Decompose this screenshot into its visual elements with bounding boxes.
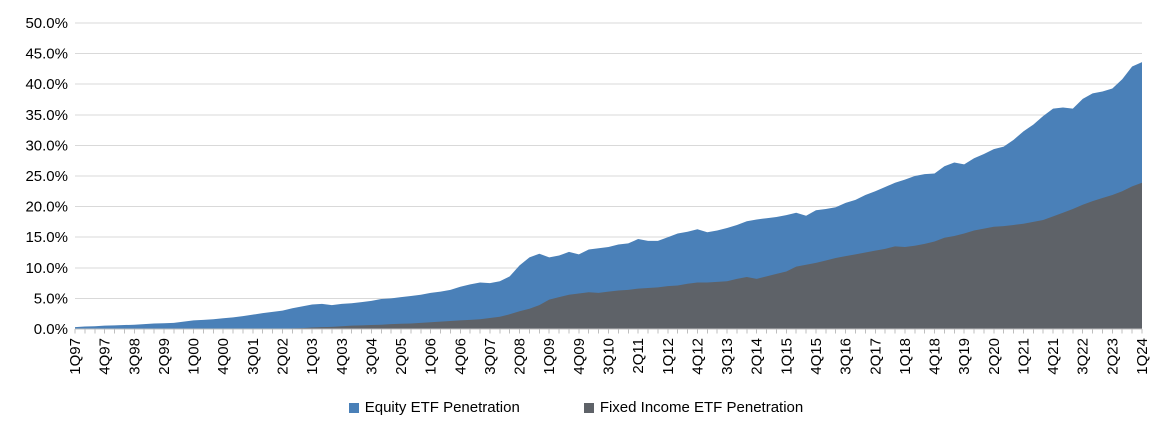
gridlines xyxy=(75,22,1142,299)
svg-text:2Q05: 2Q05 xyxy=(393,338,410,375)
svg-text:35.0%: 35.0% xyxy=(25,107,68,124)
svg-text:3Q07: 3Q07 xyxy=(482,338,499,375)
svg-text:3Q98: 3Q98 xyxy=(126,338,143,375)
equity-legend-label: Equity ETF Penetration xyxy=(364,399,520,416)
svg-text:1Q00: 1Q00 xyxy=(186,338,203,375)
legend-item-fixed-income: Fixed Income ETF Penetration xyxy=(583,399,804,416)
fixed-income-legend-label: Fixed Income ETF Penetration xyxy=(599,399,804,416)
svg-text:2Q14: 2Q14 xyxy=(749,338,766,375)
svg-text:3Q10: 3Q10 xyxy=(601,338,618,375)
svg-text:4Q21: 4Q21 xyxy=(1045,338,1062,375)
svg-text:3Q16: 3Q16 xyxy=(838,338,855,375)
fixed-income-legend-swatch-icon xyxy=(583,402,594,413)
y-axis-labels: 0.0% 5.0% 10.0% 15.0% 20.0% 25.0% 30.0% 35.0% 40… xyxy=(25,15,68,338)
fixed-income-area xyxy=(75,182,1142,329)
svg-text:25.0%: 25.0% xyxy=(25,168,68,185)
svg-text:2Q11: 2Q11 xyxy=(630,338,647,374)
equity-legend-swatch-icon xyxy=(348,402,359,413)
svg-text:3Q13: 3Q13 xyxy=(719,338,736,375)
svg-text:4Q06: 4Q06 xyxy=(452,338,469,375)
svg-text:4Q09: 4Q09 xyxy=(571,338,588,375)
svg-text:0.0%: 0.0% xyxy=(34,321,68,338)
svg-text:30.0%: 30.0% xyxy=(25,137,68,154)
svg-text:4Q18: 4Q18 xyxy=(927,338,944,375)
svg-text:4Q15: 4Q15 xyxy=(808,338,825,375)
svg-text:1Q18: 1Q18 xyxy=(897,338,914,375)
svg-text:10.0%: 10.0% xyxy=(25,260,68,277)
svg-text:3Q19: 3Q19 xyxy=(956,338,973,375)
svg-text:1Q12: 1Q12 xyxy=(660,338,677,375)
svg-text:15.0%: 15.0% xyxy=(25,229,68,246)
svg-text:1Q15: 1Q15 xyxy=(778,338,795,375)
svg-text:2Q23: 2Q23 xyxy=(1104,338,1121,375)
svg-text:45.0%: 45.0% xyxy=(25,46,68,63)
svg-text:3Q22: 3Q22 xyxy=(1075,338,1092,375)
svg-text:2Q17: 2Q17 xyxy=(867,338,884,375)
svg-text:5.0%: 5.0% xyxy=(34,290,68,307)
svg-text:1Q03: 1Q03 xyxy=(304,338,321,375)
svg-text:40.0%: 40.0% xyxy=(25,76,68,93)
svg-text:4Q12: 4Q12 xyxy=(689,338,706,375)
svg-text:3Q01: 3Q01 xyxy=(245,338,262,375)
chart-legend: Equity ETF Penetration Fixed Income ETF … xyxy=(0,399,1152,416)
svg-text:2Q20: 2Q20 xyxy=(986,338,1003,375)
svg-text:2Q02: 2Q02 xyxy=(275,338,292,375)
svg-text:1Q06: 1Q06 xyxy=(423,338,440,375)
svg-text:2Q99: 2Q99 xyxy=(156,338,173,375)
svg-text:50.0%: 50.0% xyxy=(25,15,68,32)
svg-text:4Q97: 4Q97 xyxy=(97,338,114,375)
svg-text:1Q21: 1Q21 xyxy=(1015,338,1032,375)
svg-text:3Q04: 3Q04 xyxy=(363,338,380,375)
svg-text:1Q97: 1Q97 xyxy=(67,338,84,375)
svg-text:2Q08: 2Q08 xyxy=(512,338,529,375)
x-axis xyxy=(74,328,1143,334)
svg-text:1Q09: 1Q09 xyxy=(541,338,558,375)
svg-text:1Q24: 1Q24 xyxy=(1134,338,1151,375)
x-axis-labels: 1Q97 4Q97 3Q98 2Q99 1Q00 4Q00 3Q01 2Q02 1Q03 4Q03… xyxy=(67,338,1151,375)
svg-text:4Q03: 4Q03 xyxy=(334,338,351,375)
svg-text:4Q00: 4Q00 xyxy=(215,338,232,375)
svg-text:20.0%: 20.0% xyxy=(25,199,68,216)
legend-item-equity: Equity ETF Penetration xyxy=(348,399,520,416)
